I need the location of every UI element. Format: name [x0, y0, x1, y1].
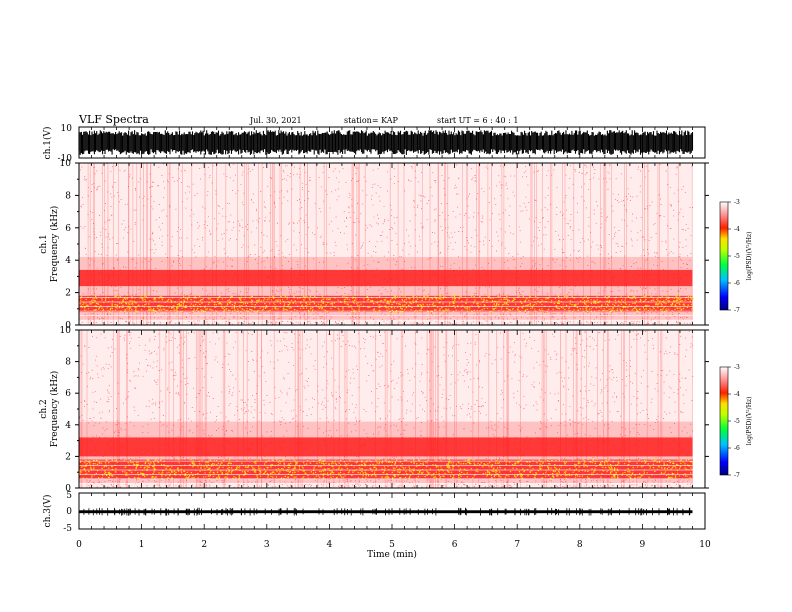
time-tick-label: 6	[452, 540, 458, 550]
ch1-channel-label: ch.1	[39, 234, 49, 253]
ch1-ytick-top: 10	[61, 124, 73, 134]
time-tick-label: 9	[640, 540, 646, 550]
figure-date: Jul. 30, 2021	[249, 116, 302, 125]
time-tick-label: 0	[76, 540, 82, 550]
ch1-waveform-trace	[78, 130, 694, 155]
ch2-spectrogram-heatmap	[79, 329, 694, 489]
spectrogram-carrier-lines	[79, 460, 693, 484]
ch3-ytick-mid: 0	[66, 507, 72, 517]
colorbar-tick-label: -4	[734, 226, 740, 233]
colorbar-tick-label: -3	[734, 199, 740, 206]
spectrogram-sferic-streaks	[80, 330, 693, 488]
time-tick-label: 1	[139, 540, 145, 550]
ch3-waveform-trace	[79, 507, 693, 516]
frequency-tick-label: 10	[60, 326, 72, 336]
colorbar-tick-label: -6	[734, 445, 740, 452]
ch3-waveform-spikes	[83, 507, 691, 516]
ch2-frequency-ticks: 0 2 4 6 8 10	[60, 326, 709, 494]
frequency-tick-label: 10	[60, 159, 72, 169]
time-tick-label: 2	[201, 540, 207, 550]
time-tick-label: 3	[264, 540, 270, 550]
figure-station: station= KAP	[344, 116, 399, 125]
time-tick-label: 8	[577, 540, 583, 550]
frequency-tick-label: 4	[65, 256, 71, 266]
ch1-colorbar: -3 -4 -5 -6 -7 log(PSD)(V²/Hz)	[719, 199, 753, 314]
ch2-colorbar: -3 -4 -5 -6 -7 log(PSD)(V²/Hz)	[719, 364, 753, 479]
ch1-waveform-line	[78, 130, 694, 155]
spectrogram-carrier-lines	[79, 297, 693, 321]
time-axis-ticks	[78, 127, 706, 529]
ch2-colorbar-label: log(PSD)(V²/Hz)	[746, 397, 753, 446]
colorbar-tick-label: -3	[734, 364, 740, 371]
ch1-waveform-panel: 10 -10 ch.1(V)	[42, 124, 706, 164]
ch2-channel-label: ch.2	[39, 399, 49, 418]
spectrogram-intense-band	[79, 269, 693, 287]
ch1-frequency-ticks: 0 2 4 6 8 10	[60, 159, 709, 331]
spectrogram-noise-speckle	[79, 162, 693, 326]
figure-title: VLF Spectra	[78, 113, 149, 126]
ch2-colorbar-ticks: -3 -4 -5 -6 -7	[728, 364, 740, 479]
time-tick-label: 7	[514, 540, 520, 550]
figure-start-time: start UT = 6 : 40 : 1	[437, 116, 518, 125]
time-tick-label: 10	[699, 540, 711, 550]
ch1-ytick-bottom: -10	[58, 154, 73, 164]
frequency-tick-label: 6	[65, 224, 71, 234]
frequency-tick-label: 8	[65, 358, 71, 368]
spectrogram-sferic-streaks	[87, 163, 693, 325]
frequency-tick-label: 8	[65, 191, 71, 201]
colorbar-tick-label: -7	[734, 307, 740, 314]
colorbar-tick-label: -7	[734, 472, 740, 479]
colorbar-tick-label: -5	[734, 418, 740, 425]
spectrogram-noise-speckle	[79, 329, 694, 489]
frequency-tick-label: 0	[65, 321, 71, 331]
ch1-spectrogram-panel: 0 2 4 6 8 10 ch.1 Frequency (kHz)	[39, 159, 709, 331]
frequency-tick-label: 4	[65, 421, 71, 431]
ch1-waveform-ylabel: ch.1(V)	[42, 127, 53, 160]
frequency-tick-label: 2	[65, 289, 71, 299]
time-axis-labels: 0 1 2 3 4 5 6 7 8 9 10	[76, 540, 711, 550]
ch1-frequency-label: Frequency (kHz)	[49, 206, 60, 283]
ch3-waveform-ylabel: ch.3(V)	[42, 495, 53, 528]
time-axis-title: Time (min)	[367, 549, 417, 560]
ch2-frequency-label: Frequency (kHz)	[49, 371, 60, 448]
spectrogram-intense-band	[79, 437, 693, 457]
ch1-colorbar-label: log(PSD)(V²/Hz)	[746, 232, 753, 281]
ch1-colorbar-ticks: -3 -4 -5 -6 -7	[728, 199, 740, 314]
frequency-tick-label: 2	[65, 452, 71, 462]
ch1-spectrogram-heatmap	[79, 162, 694, 326]
colorbar-tick-label: -6	[734, 280, 740, 287]
colorbar-tick-label: -4	[734, 391, 740, 398]
ch2-colorbar-scale	[719, 366, 729, 476]
ch3-ytick-top: 5	[66, 491, 72, 501]
ch3-waveform-panel: 5 0 -5 ch.3(V)	[42, 491, 706, 534]
colorbar-tick-label: -5	[734, 253, 740, 260]
frequency-tick-label: 0	[65, 484, 71, 494]
time-tick-label: 5	[389, 540, 395, 550]
time-tick-label: 4	[327, 540, 333, 550]
frequency-tick-label: 6	[65, 389, 71, 399]
ch3-ytick-bottom: -5	[63, 524, 72, 534]
ch2-spectrogram-panel: 0 2 4 6 8 10 ch.2 Frequency (kHz)	[39, 326, 709, 494]
ch1-colorbar-scale	[719, 201, 729, 311]
